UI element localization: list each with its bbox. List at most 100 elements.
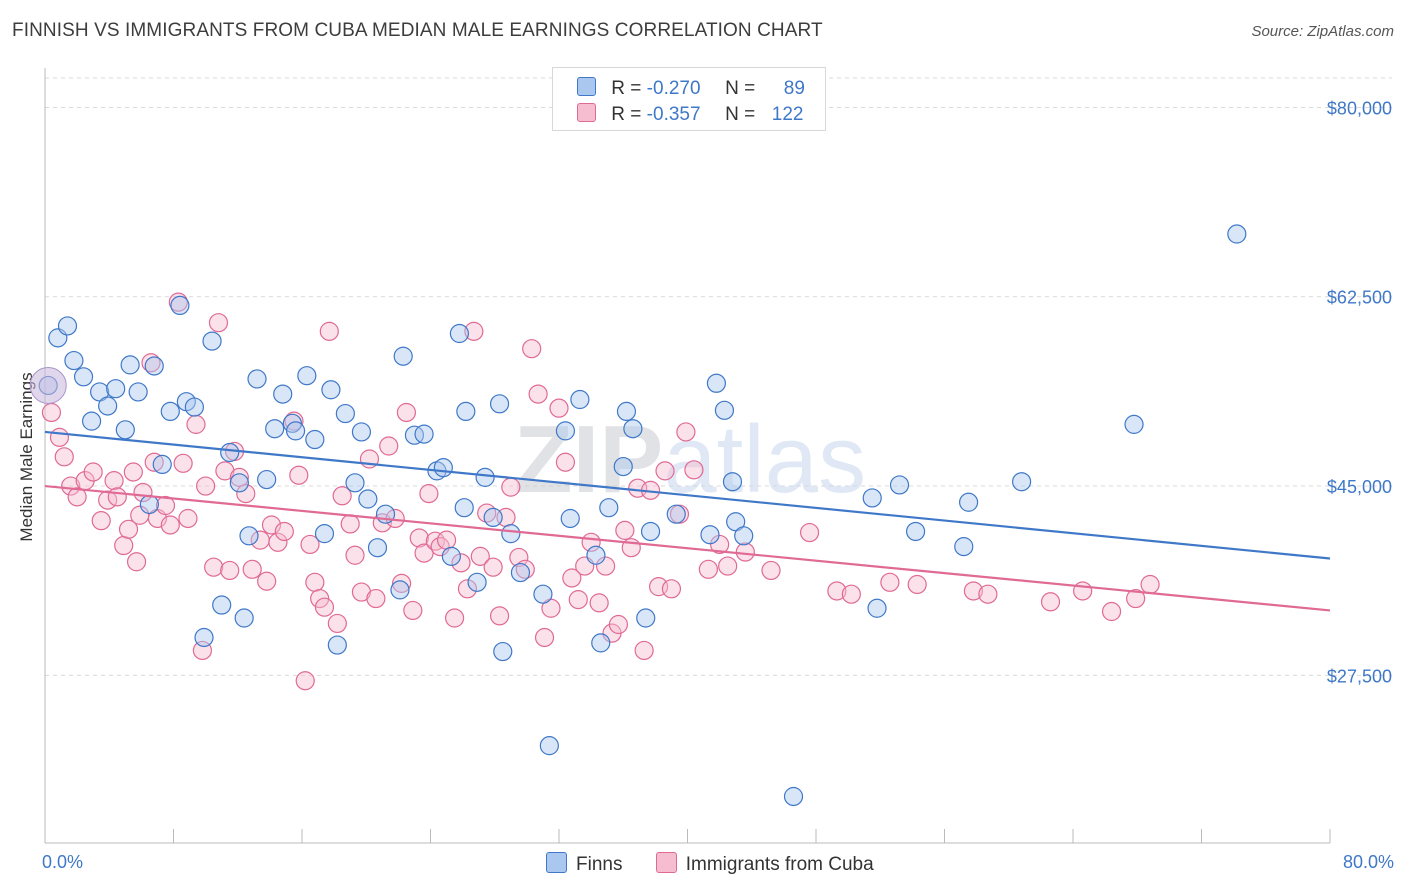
finns-point [273, 384, 293, 404]
finns-point [194, 627, 214, 648]
finns-point [483, 507, 503, 528]
watermark: ZIPatlas [514, 406, 866, 513]
cuba-point [104, 471, 124, 491]
cuba-point [41, 402, 62, 423]
cuba-point [126, 552, 147, 572]
finns-point [734, 526, 754, 546]
cuba-point [483, 557, 503, 577]
cuba-point [300, 534, 320, 555]
cuba-point [83, 462, 103, 482]
cuba-point [268, 532, 288, 552]
cuba-point [204, 557, 224, 577]
finns-point [98, 396, 118, 416]
cuba-point [118, 519, 139, 539]
cuba-point [562, 568, 582, 588]
cuba-point [1101, 601, 1122, 622]
cuba-point [123, 462, 143, 482]
x-tick-max: 80.0% [1342, 852, 1394, 872]
finns-trend-line [44, 430, 1331, 560]
finns-point [184, 397, 204, 417]
cuba-point [196, 476, 216, 496]
cuba-point [799, 522, 820, 543]
finns-point [305, 429, 325, 450]
cuba-point [1040, 592, 1061, 612]
cuba-point [501, 477, 521, 497]
cuba-point [61, 476, 81, 496]
axes [44, 68, 1331, 844]
cuba-point [366, 588, 386, 609]
finns-point [591, 633, 611, 653]
legend-row-finns: R = -0.270 N = 89 [577, 77, 805, 99]
finns-point [297, 366, 317, 386]
finns-point [586, 545, 606, 565]
cuba-point [274, 521, 294, 542]
finns-point [722, 472, 743, 492]
cuba-point [880, 572, 900, 592]
finns-point [714, 400, 735, 420]
finns-point [170, 295, 190, 315]
finns-point [636, 608, 656, 628]
cuba-point [295, 671, 315, 691]
finns-point [867, 598, 887, 618]
cuba-point [403, 600, 423, 621]
finns-point [958, 492, 979, 512]
finns-point [570, 389, 590, 410]
chart-title: FINNISH VS IMMIGRANTS FROM CUBA MEDIAN M… [12, 20, 823, 41]
finns-point [433, 458, 453, 478]
finns-point [390, 580, 410, 600]
cuba-point [718, 556, 738, 576]
finns-point [73, 367, 94, 387]
finns-point [599, 498, 619, 518]
finns-point [467, 572, 487, 592]
finns-point [623, 419, 643, 439]
finns-point [106, 379, 126, 399]
finns-point [239, 526, 259, 546]
finns-point [404, 425, 425, 445]
legend-finns-label: Finns [576, 854, 623, 875]
finns-point [202, 331, 222, 351]
cuba-point [509, 547, 529, 568]
finns-point [700, 525, 720, 545]
chart-source: Source: ZipAtlas.com [1251, 23, 1394, 40]
cuba-point [91, 511, 111, 531]
finns-point [285, 421, 306, 441]
finns-point [493, 641, 513, 662]
cuba-point [608, 614, 629, 635]
cuba-point [595, 556, 616, 576]
finns-point [616, 401, 637, 422]
cuba-point [305, 572, 325, 592]
cuba-point [340, 514, 360, 534]
cuba-point [49, 427, 70, 447]
cuba-point [107, 487, 127, 507]
y-tick-labels: $80,000 $62,500 $45,000 $27,500 [1327, 98, 1392, 686]
cuba-point [489, 606, 510, 626]
finns-point [905, 521, 926, 542]
legend-item-finns: Finns [546, 852, 622, 876]
finns-point [358, 489, 378, 509]
cuba-trend-line [44, 484, 1331, 612]
cuba-point [1073, 581, 1093, 601]
cuba-point [568, 590, 588, 610]
finns-point [539, 736, 559, 756]
finns-point [640, 521, 661, 542]
cuba-point [345, 545, 365, 565]
finns-point [229, 473, 249, 493]
finns-point [115, 420, 135, 440]
cuba-point [409, 528, 429, 548]
finns-point [152, 454, 172, 475]
cuba-point [470, 546, 490, 566]
series-finns [29, 224, 1247, 807]
finns-point [247, 369, 267, 389]
cuba-point [676, 422, 696, 442]
finns-point [212, 595, 232, 615]
y-tick-label: $27,500 [1327, 666, 1392, 686]
finns-point [367, 538, 388, 558]
cuba-point [314, 597, 335, 617]
cuba-point [761, 560, 781, 581]
cuba-r-value: -0.357 [646, 104, 701, 125]
y-tick-label: $45,000 [1327, 477, 1392, 497]
cuba-point [178, 508, 198, 529]
cuba-point [289, 465, 309, 485]
finns-point [57, 316, 78, 336]
finns-point [1124, 414, 1144, 434]
